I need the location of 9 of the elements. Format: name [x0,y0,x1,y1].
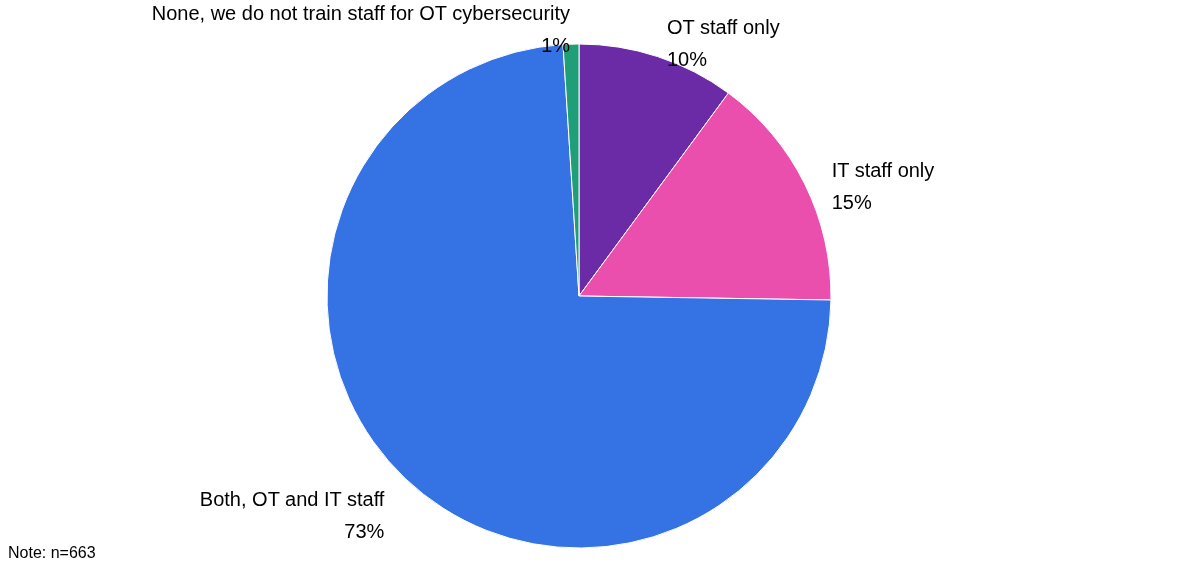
slice-label: IT staff only [831,158,935,181]
data-label: 1% [541,34,571,57]
slice-label: Both, OT and IT staff [199,488,385,511]
data-label: 10% [666,48,708,71]
text: Note: n=663 [8,544,96,561]
slice-label: None, we do not train staff for OT cybersecurity [151,2,571,25]
slice-label: OT staff only [666,16,780,39]
data-label: 73% [344,520,385,543]
data-label: 15% [831,190,872,213]
